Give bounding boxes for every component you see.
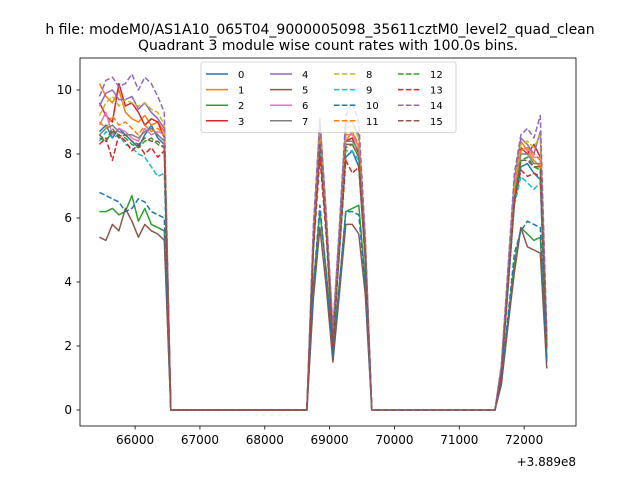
series-line-2 bbox=[99, 194, 548, 411]
series-line-15 bbox=[98, 127, 548, 411]
x-offset-label: +3.889e8 bbox=[517, 455, 576, 469]
y-tick-label: 2 bbox=[64, 339, 72, 353]
x-tick-label: 69000 bbox=[311, 433, 349, 447]
legend-label-13: 13 bbox=[430, 86, 443, 97]
legend-label-8: 8 bbox=[366, 70, 372, 81]
y-tick-label: 0 bbox=[64, 403, 72, 417]
x-tick-label: 70000 bbox=[375, 433, 413, 447]
legend-label-10: 10 bbox=[366, 101, 379, 112]
legend-label-5: 5 bbox=[302, 86, 308, 97]
plot-area bbox=[98, 73, 548, 411]
legend-label-11: 11 bbox=[366, 117, 379, 128]
legend-label-1: 1 bbox=[238, 86, 244, 97]
legend-label-14: 14 bbox=[430, 101, 443, 112]
series-line-5 bbox=[99, 207, 548, 411]
y-tick-label: 8 bbox=[64, 147, 72, 161]
y-tick-label: 10 bbox=[57, 83, 72, 97]
series-line-14 bbox=[98, 73, 548, 411]
y-tick-label: 4 bbox=[64, 275, 72, 289]
legend-label-4: 4 bbox=[302, 70, 308, 81]
axes: 66000 67000 68000 69000 70000 71000 72000 0 2 4 6 8… bbox=[57, 57, 577, 447]
y-tick-label: 6 bbox=[64, 211, 72, 225]
x-tick-label: 66000 bbox=[116, 433, 154, 447]
x-tick-label: 67000 bbox=[181, 433, 219, 447]
legend-label-6: 6 bbox=[302, 101, 308, 112]
legend-label-0: 0 bbox=[238, 70, 244, 81]
legend-label-9: 9 bbox=[366, 86, 372, 97]
axes-frame bbox=[79, 57, 577, 427]
chart-title: Quadrant 3 module wise count rates with … bbox=[138, 38, 518, 54]
legend-label-15: 15 bbox=[430, 117, 443, 128]
x-tick-label: 71000 bbox=[440, 433, 478, 447]
legend-box bbox=[200, 61, 457, 133]
x-tick-label: 72000 bbox=[505, 433, 543, 447]
legend-label-7: 7 bbox=[302, 117, 308, 128]
legend-label-3: 3 bbox=[238, 117, 244, 128]
chart-suptitle: h file: modeM0/AS1A10_065T04_9000005098_… bbox=[45, 22, 594, 38]
legend-label-12: 12 bbox=[430, 70, 443, 81]
x-tick-label: 68000 bbox=[246, 433, 284, 447]
series-line-10 bbox=[99, 191, 548, 411]
legend-label-2: 2 bbox=[238, 101, 244, 112]
